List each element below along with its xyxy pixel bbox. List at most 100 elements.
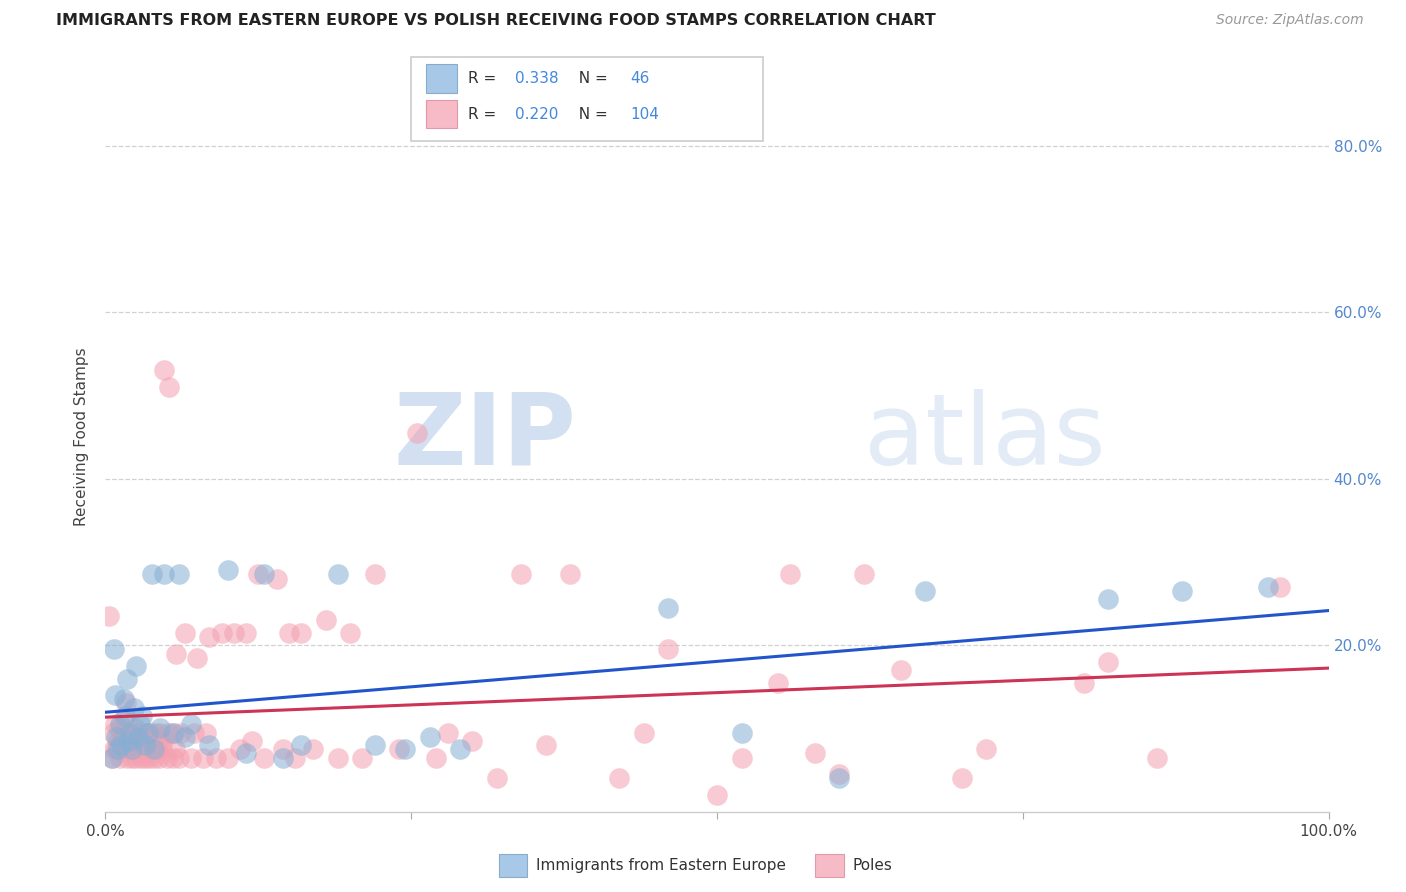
Point [143,750,166,764]
Point [406,425,429,440]
Point [198,630,221,644]
Point [779,567,801,582]
Point [253,567,276,582]
Point [388,742,411,756]
Text: 0.338: 0.338 [515,71,558,86]
Point [138,750,160,764]
Point [950,772,973,786]
Point [115,697,138,711]
Point [174,625,197,640]
Point [485,772,508,786]
Point [534,738,557,752]
Point [127,725,149,739]
Point [107,742,129,756]
Point [114,709,136,723]
Text: 0.220: 0.220 [515,107,558,121]
Point [162,725,184,739]
Point [363,567,385,582]
Point [510,567,533,582]
Point [125,659,148,673]
Point [108,750,131,764]
Point [889,663,911,677]
Point [163,725,186,739]
Text: atlas: atlas [863,389,1105,485]
Point [131,734,153,748]
Point [266,572,288,586]
Point [193,750,215,764]
Text: 104: 104 [630,107,659,121]
Point [1097,655,1119,669]
Point [461,734,484,748]
Point [101,725,124,739]
Point [108,722,131,736]
Point [174,730,197,744]
Point [149,725,172,739]
Point [112,692,135,706]
Point [134,738,156,752]
Point [1097,592,1119,607]
Point [657,642,679,657]
Point [141,742,163,756]
Point [326,567,349,582]
Point [162,750,184,764]
Point [104,688,127,702]
Point [121,750,143,764]
Point [142,734,165,748]
Point [1073,675,1095,690]
Point [326,750,349,764]
Point [103,642,125,657]
Point [828,767,851,781]
Point [1256,580,1278,594]
Point [118,734,141,748]
Point [131,709,153,723]
Point [914,584,936,599]
Point [828,772,851,786]
Point [111,725,134,739]
Point [110,734,132,748]
Point [122,700,145,714]
Text: N =: N = [569,71,613,86]
Point [146,742,169,756]
Point [150,742,173,756]
Point [180,750,202,764]
Point [157,380,180,394]
Point [125,750,148,764]
Point [804,747,827,761]
Point [117,750,139,764]
Point [118,734,141,748]
Point [419,730,441,744]
Y-axis label: Receiving Food Stamps: Receiving Food Stamps [75,348,90,526]
Point [633,725,655,739]
Point [315,613,337,627]
Point [124,722,146,736]
Point [204,750,226,764]
Point [167,567,190,582]
Point [183,725,205,739]
Text: ZIP: ZIP [394,389,576,485]
Point [121,742,143,756]
Point [145,725,167,739]
Point [100,750,122,764]
Point [127,730,149,744]
Point [852,567,875,582]
Point [148,750,170,764]
Point [134,750,156,764]
Text: 46: 46 [630,71,650,86]
Point [165,742,187,756]
Point [128,742,150,756]
Point [136,734,159,748]
Point [278,625,301,640]
Point [235,625,257,640]
Point [153,363,176,377]
Point [132,742,155,756]
Text: N =: N = [569,107,613,121]
Point [363,738,385,752]
Point [974,742,997,756]
Point [706,788,728,802]
Point [247,567,270,582]
Point [394,742,416,756]
Point [339,625,361,640]
Point [730,750,752,764]
Point [122,734,145,748]
Text: R =: R = [468,107,502,121]
